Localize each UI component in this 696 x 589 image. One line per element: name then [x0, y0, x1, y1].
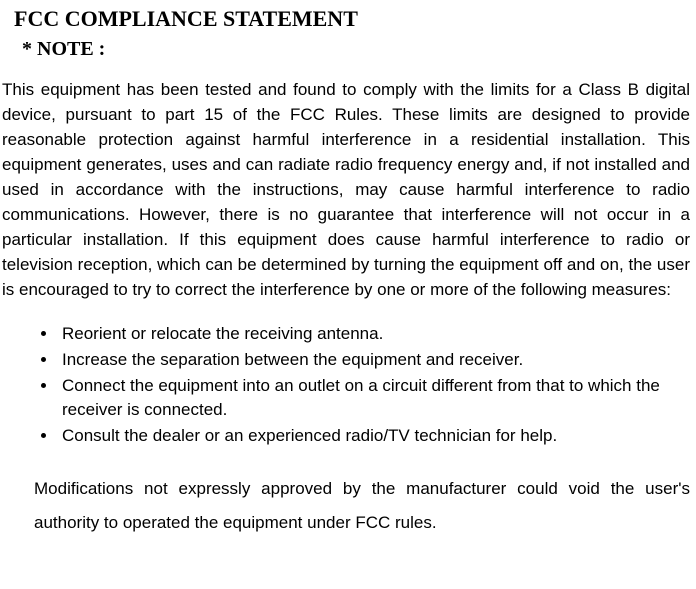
- fcc-heading: FCC COMPLIANCE STATEMENT: [14, 6, 696, 32]
- measures-list: Reorient or relocate the receiving anten…: [0, 322, 692, 448]
- compliance-paragraph: This equipment has been tested and found…: [2, 77, 690, 302]
- list-item: Consult the dealer or an experienced rad…: [58, 424, 692, 448]
- document-page: FCC COMPLIANCE STATEMENT * NOTE : This e…: [0, 0, 696, 560]
- closing-paragraph: Modifications not expressly approved by …: [34, 472, 690, 540]
- list-item: Connect the equipment into an outlet on …: [58, 374, 692, 422]
- note-subheading: * NOTE :: [22, 38, 696, 61]
- list-item: Reorient or relocate the receiving anten…: [58, 322, 692, 346]
- list-item: Increase the separation between the equi…: [58, 348, 692, 372]
